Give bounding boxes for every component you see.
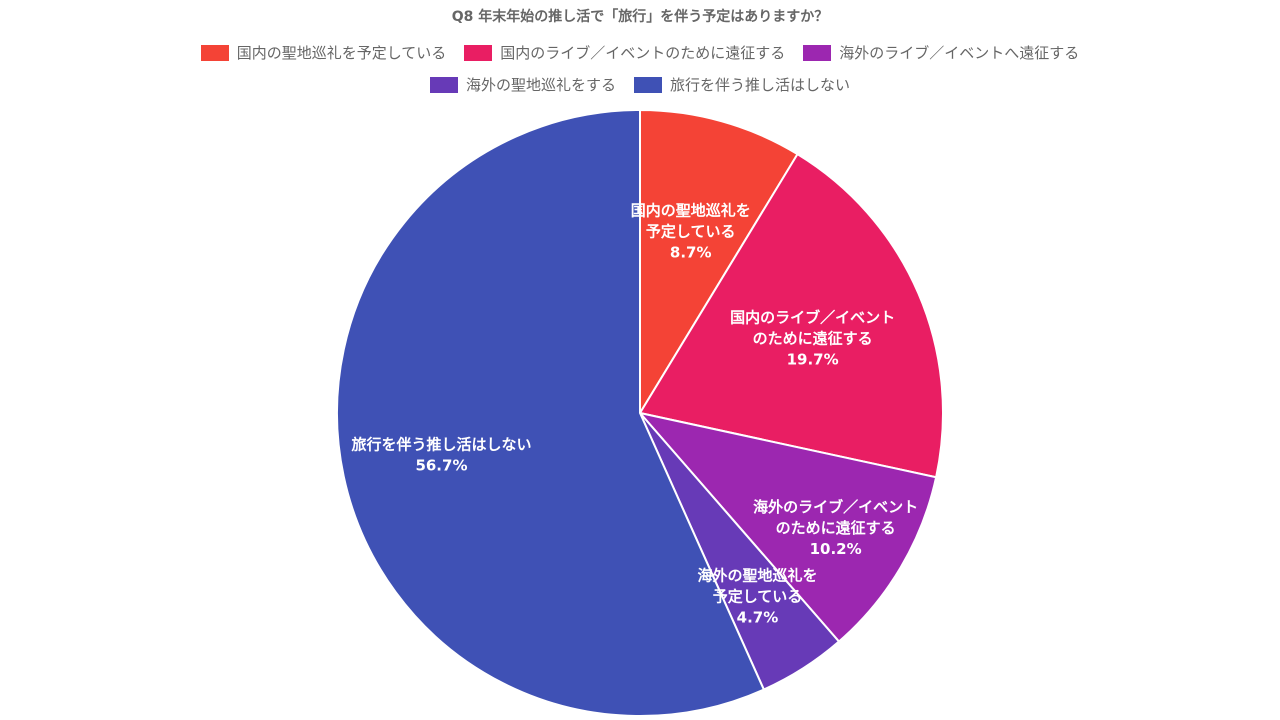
slice-no-travel-label: 56.7% (415, 456, 467, 474)
slice-overseas-pilgrimage-label: 海外の聖地巡礼を (697, 566, 817, 584)
slice-overseas-live[interactable] (637, 411, 938, 643)
legend-label: 旅行を伴う推し活はしない (670, 76, 851, 94)
legend-swatch (634, 76, 662, 93)
slice-domestic-pilgrimage-label: 予定している (646, 223, 736, 241)
legend-label: 海外の聖地巡礼をする (465, 76, 616, 94)
slice-domestic-live-label: 19.7% (787, 350, 839, 368)
legend-item-domestic-pilgrimage[interactable]: 国内の聖地巡礼を予定している (200, 42, 447, 63)
legend-item-overseas-pilgrimage[interactable]: 海外の聖地巡礼をする (429, 74, 616, 95)
pie-labels: 国内の聖地巡礼を予定している8.7%国内のライブ／イベントのために遠征する19.… (351, 202, 918, 627)
slice-domestic-pilgrimage-label: 国内の聖地巡礼を (631, 202, 751, 220)
slice-domestic-pilgrimage-label: 8.7% (670, 244, 712, 262)
slice-domestic-pilgrimage[interactable] (639, 108, 799, 417)
chart-title: Q8 年末年始の推し活で「旅行」を伴う予定はありますか？ (451, 9, 829, 25)
slice-overseas-live-label: のために遠征する (776, 519, 896, 537)
legend-swatch (200, 44, 229, 61)
slice-overseas-pilgrimage-label: 予定している (713, 587, 803, 605)
legend-swatch (429, 76, 458, 93)
slice-no-travel[interactable] (336, 108, 766, 717)
legend-label: 国内のライブ／イベントのために遠征する (500, 44, 786, 62)
slice-overseas-live-label: 海外のライブ／イベント (753, 498, 918, 516)
slice-no-travel-label: 旅行を伴う推し活はしない (351, 435, 531, 453)
slice-domestic-live[interactable] (638, 152, 944, 479)
legend-label: 海外のライブ／イベントへ遠征する (839, 44, 1080, 62)
legend-item-overseas-live[interactable]: 海外のライブ／イベントへ遠征する (803, 42, 1079, 63)
pie-slices (336, 108, 944, 717)
slice-domestic-live-label: のために遠征する (753, 329, 873, 347)
slice-overseas-pilgrimage-label: 4.7% (737, 608, 779, 626)
legend-item-domestic-live[interactable]: 国内のライブ／イベントのために遠征する (464, 42, 785, 63)
legend-swatch (464, 44, 493, 61)
slice-overseas-live-label: 10.2% (810, 540, 862, 558)
slice-domestic-live-label: 国内のライブ／イベント (730, 308, 895, 326)
legend-swatch (803, 44, 832, 61)
legend-row-1: 国内の聖地巡礼を予定している 国内のライブ／イベントのために遠征する 海外のライ… (0, 42, 1280, 63)
legend-item-no-travel[interactable]: 旅行を伴う推し活はしない (634, 74, 850, 95)
legend-row-2: 海外の聖地巡礼をする 旅行を伴う推し活はしない (0, 74, 1280, 95)
legend-label: 国内の聖地巡礼を予定している (236, 44, 447, 62)
